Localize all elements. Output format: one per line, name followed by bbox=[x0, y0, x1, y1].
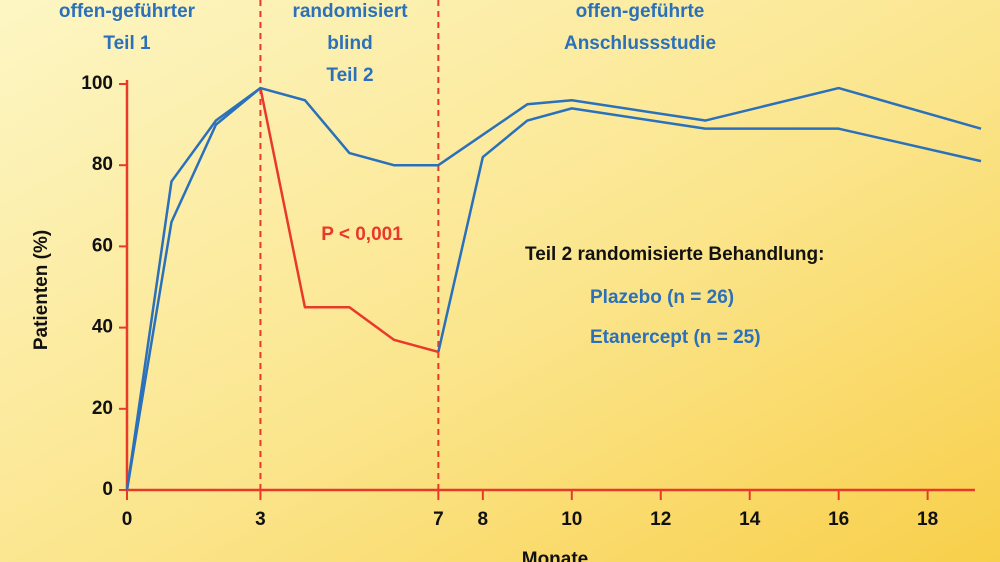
series-line bbox=[125, 87, 262, 491]
section-label: offen-geführter bbox=[59, 1, 196, 22]
annotation: P < 0,001 bbox=[321, 224, 403, 245]
x-tick-label: 10 bbox=[561, 509, 582, 530]
x-tick-label: 16 bbox=[828, 509, 849, 530]
y-axis-label: Patienten (%) bbox=[31, 230, 52, 350]
x-tick-label: 18 bbox=[917, 509, 938, 530]
section-label: randomisiert bbox=[292, 1, 408, 22]
legend-title: Teil 2 randomisierte Behandlung: bbox=[525, 244, 824, 265]
x-axis-label: Monate bbox=[522, 549, 589, 562]
y-tick-label: 0 bbox=[102, 479, 113, 500]
y-tick-label: 20 bbox=[92, 398, 113, 419]
y-tick-label: 80 bbox=[92, 154, 113, 175]
series-line bbox=[437, 107, 982, 353]
section-label: offen-geführte bbox=[576, 1, 705, 22]
x-tick-label: 7 bbox=[433, 509, 444, 530]
series-line bbox=[259, 87, 439, 354]
section-label: Teil 1 bbox=[103, 33, 151, 54]
x-tick-label: 12 bbox=[650, 509, 671, 530]
y-tick-label: 60 bbox=[92, 235, 113, 256]
x-tick-label: 0 bbox=[122, 509, 133, 530]
section-label: Anschlussstudie bbox=[564, 33, 716, 54]
legend-entry: Etanercept (n = 25) bbox=[590, 327, 761, 348]
series-line bbox=[125, 86, 982, 491]
section-label: Teil 2 bbox=[326, 65, 373, 86]
x-tick-label: 8 bbox=[478, 509, 489, 530]
y-tick-label: 100 bbox=[81, 73, 113, 94]
x-tick-label: 14 bbox=[739, 509, 761, 530]
y-tick-label: 40 bbox=[92, 317, 113, 338]
legend-entry: Plazebo (n = 26) bbox=[590, 287, 734, 308]
section-label: blind bbox=[327, 33, 372, 54]
x-tick-label: 3 bbox=[255, 509, 266, 530]
